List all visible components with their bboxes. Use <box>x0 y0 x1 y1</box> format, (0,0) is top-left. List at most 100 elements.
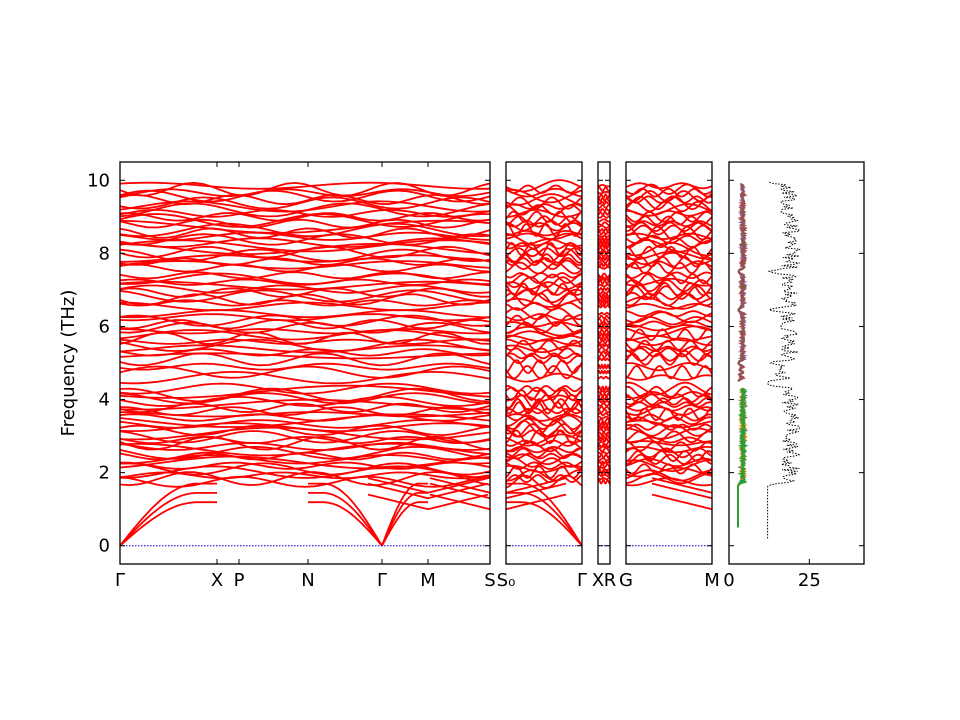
band-line <box>506 419 582 435</box>
band-line <box>598 402 610 407</box>
band-line <box>120 413 490 422</box>
band-line <box>598 242 610 250</box>
low-branch <box>506 477 567 494</box>
band-line <box>626 413 712 422</box>
band-line <box>120 280 490 291</box>
band-line <box>120 318 490 330</box>
band-line <box>626 381 712 396</box>
acoustic-branch <box>120 492 217 547</box>
band-line <box>120 263 490 273</box>
band-line <box>120 328 490 335</box>
band-line <box>120 331 490 345</box>
band-line <box>506 347 582 358</box>
y-tick-label: 8 <box>99 243 110 264</box>
acoustic-branch <box>308 501 383 547</box>
band-line <box>598 221 610 226</box>
acoustic-branch <box>506 482 582 547</box>
band-line <box>506 196 582 210</box>
band-line <box>626 397 712 406</box>
band-line <box>506 461 582 470</box>
band-line <box>626 453 712 465</box>
band-line <box>506 321 582 328</box>
band-line <box>598 478 610 485</box>
band-line <box>598 463 610 469</box>
band-line <box>598 447 610 453</box>
band-line <box>598 405 610 411</box>
band-line <box>626 261 712 275</box>
band-line <box>598 318 610 324</box>
band-line <box>626 469 712 482</box>
band-line <box>506 321 582 334</box>
acoustic-branch <box>381 492 428 547</box>
band-line <box>120 384 490 399</box>
acoustic-branch <box>120 482 217 547</box>
bands <box>120 181 490 547</box>
band-line <box>598 230 610 236</box>
band-line <box>120 348 490 357</box>
low-branch <box>367 493 489 511</box>
band-line <box>598 314 610 320</box>
band-line <box>598 369 610 375</box>
band-line <box>626 292 712 307</box>
panel-frame <box>597 161 611 565</box>
band-line <box>506 253 582 264</box>
band-line <box>598 428 610 433</box>
band-line <box>626 251 712 266</box>
band-line <box>626 364 712 380</box>
x-tick-label: Γ <box>577 570 587 591</box>
band-line <box>506 193 582 206</box>
x-tick-label: S <box>484 570 495 591</box>
band-line <box>626 393 712 404</box>
band-line <box>626 320 712 328</box>
band-line <box>120 208 490 218</box>
band-line <box>506 219 582 228</box>
band-line <box>120 329 490 341</box>
band-line <box>598 250 610 255</box>
low-branch <box>367 482 489 500</box>
band-line <box>626 250 712 261</box>
band-line <box>598 283 610 288</box>
band-line <box>626 210 712 223</box>
band-line <box>120 441 490 451</box>
bands <box>626 182 712 511</box>
band-line <box>120 362 490 371</box>
band-line <box>120 254 490 263</box>
band-line <box>626 224 712 236</box>
band-line <box>120 272 490 285</box>
band-line <box>120 227 490 239</box>
band-line <box>626 472 712 485</box>
band-line <box>598 353 610 359</box>
band-line <box>598 375 610 380</box>
band-line <box>598 312 610 316</box>
bands <box>506 179 582 547</box>
band-line <box>506 417 582 431</box>
band-line <box>598 385 610 392</box>
band-line <box>120 287 490 298</box>
band-line <box>598 191 610 195</box>
dos-x-tick-label: 25 <box>798 570 821 591</box>
dos-partial-2 <box>737 387 748 528</box>
band-line <box>598 184 610 188</box>
band-line <box>598 350 610 355</box>
band-line <box>626 385 712 398</box>
band-line <box>598 473 610 477</box>
band-line <box>598 346 610 352</box>
panel-frame <box>119 161 491 565</box>
band-line <box>598 396 610 401</box>
band-line <box>120 338 490 352</box>
band-line <box>506 330 582 340</box>
band-line <box>598 296 610 303</box>
band-line <box>120 462 490 476</box>
band-line <box>626 316 712 326</box>
band-line <box>626 291 712 301</box>
band-line <box>598 451 610 455</box>
band-line <box>598 457 610 462</box>
band-line <box>120 237 490 248</box>
band-line <box>626 200 712 213</box>
band-line <box>598 253 610 258</box>
acoustic-branch <box>506 492 582 547</box>
dos-partial-5 <box>737 182 749 382</box>
band-line <box>120 406 490 417</box>
band-line <box>598 211 610 216</box>
